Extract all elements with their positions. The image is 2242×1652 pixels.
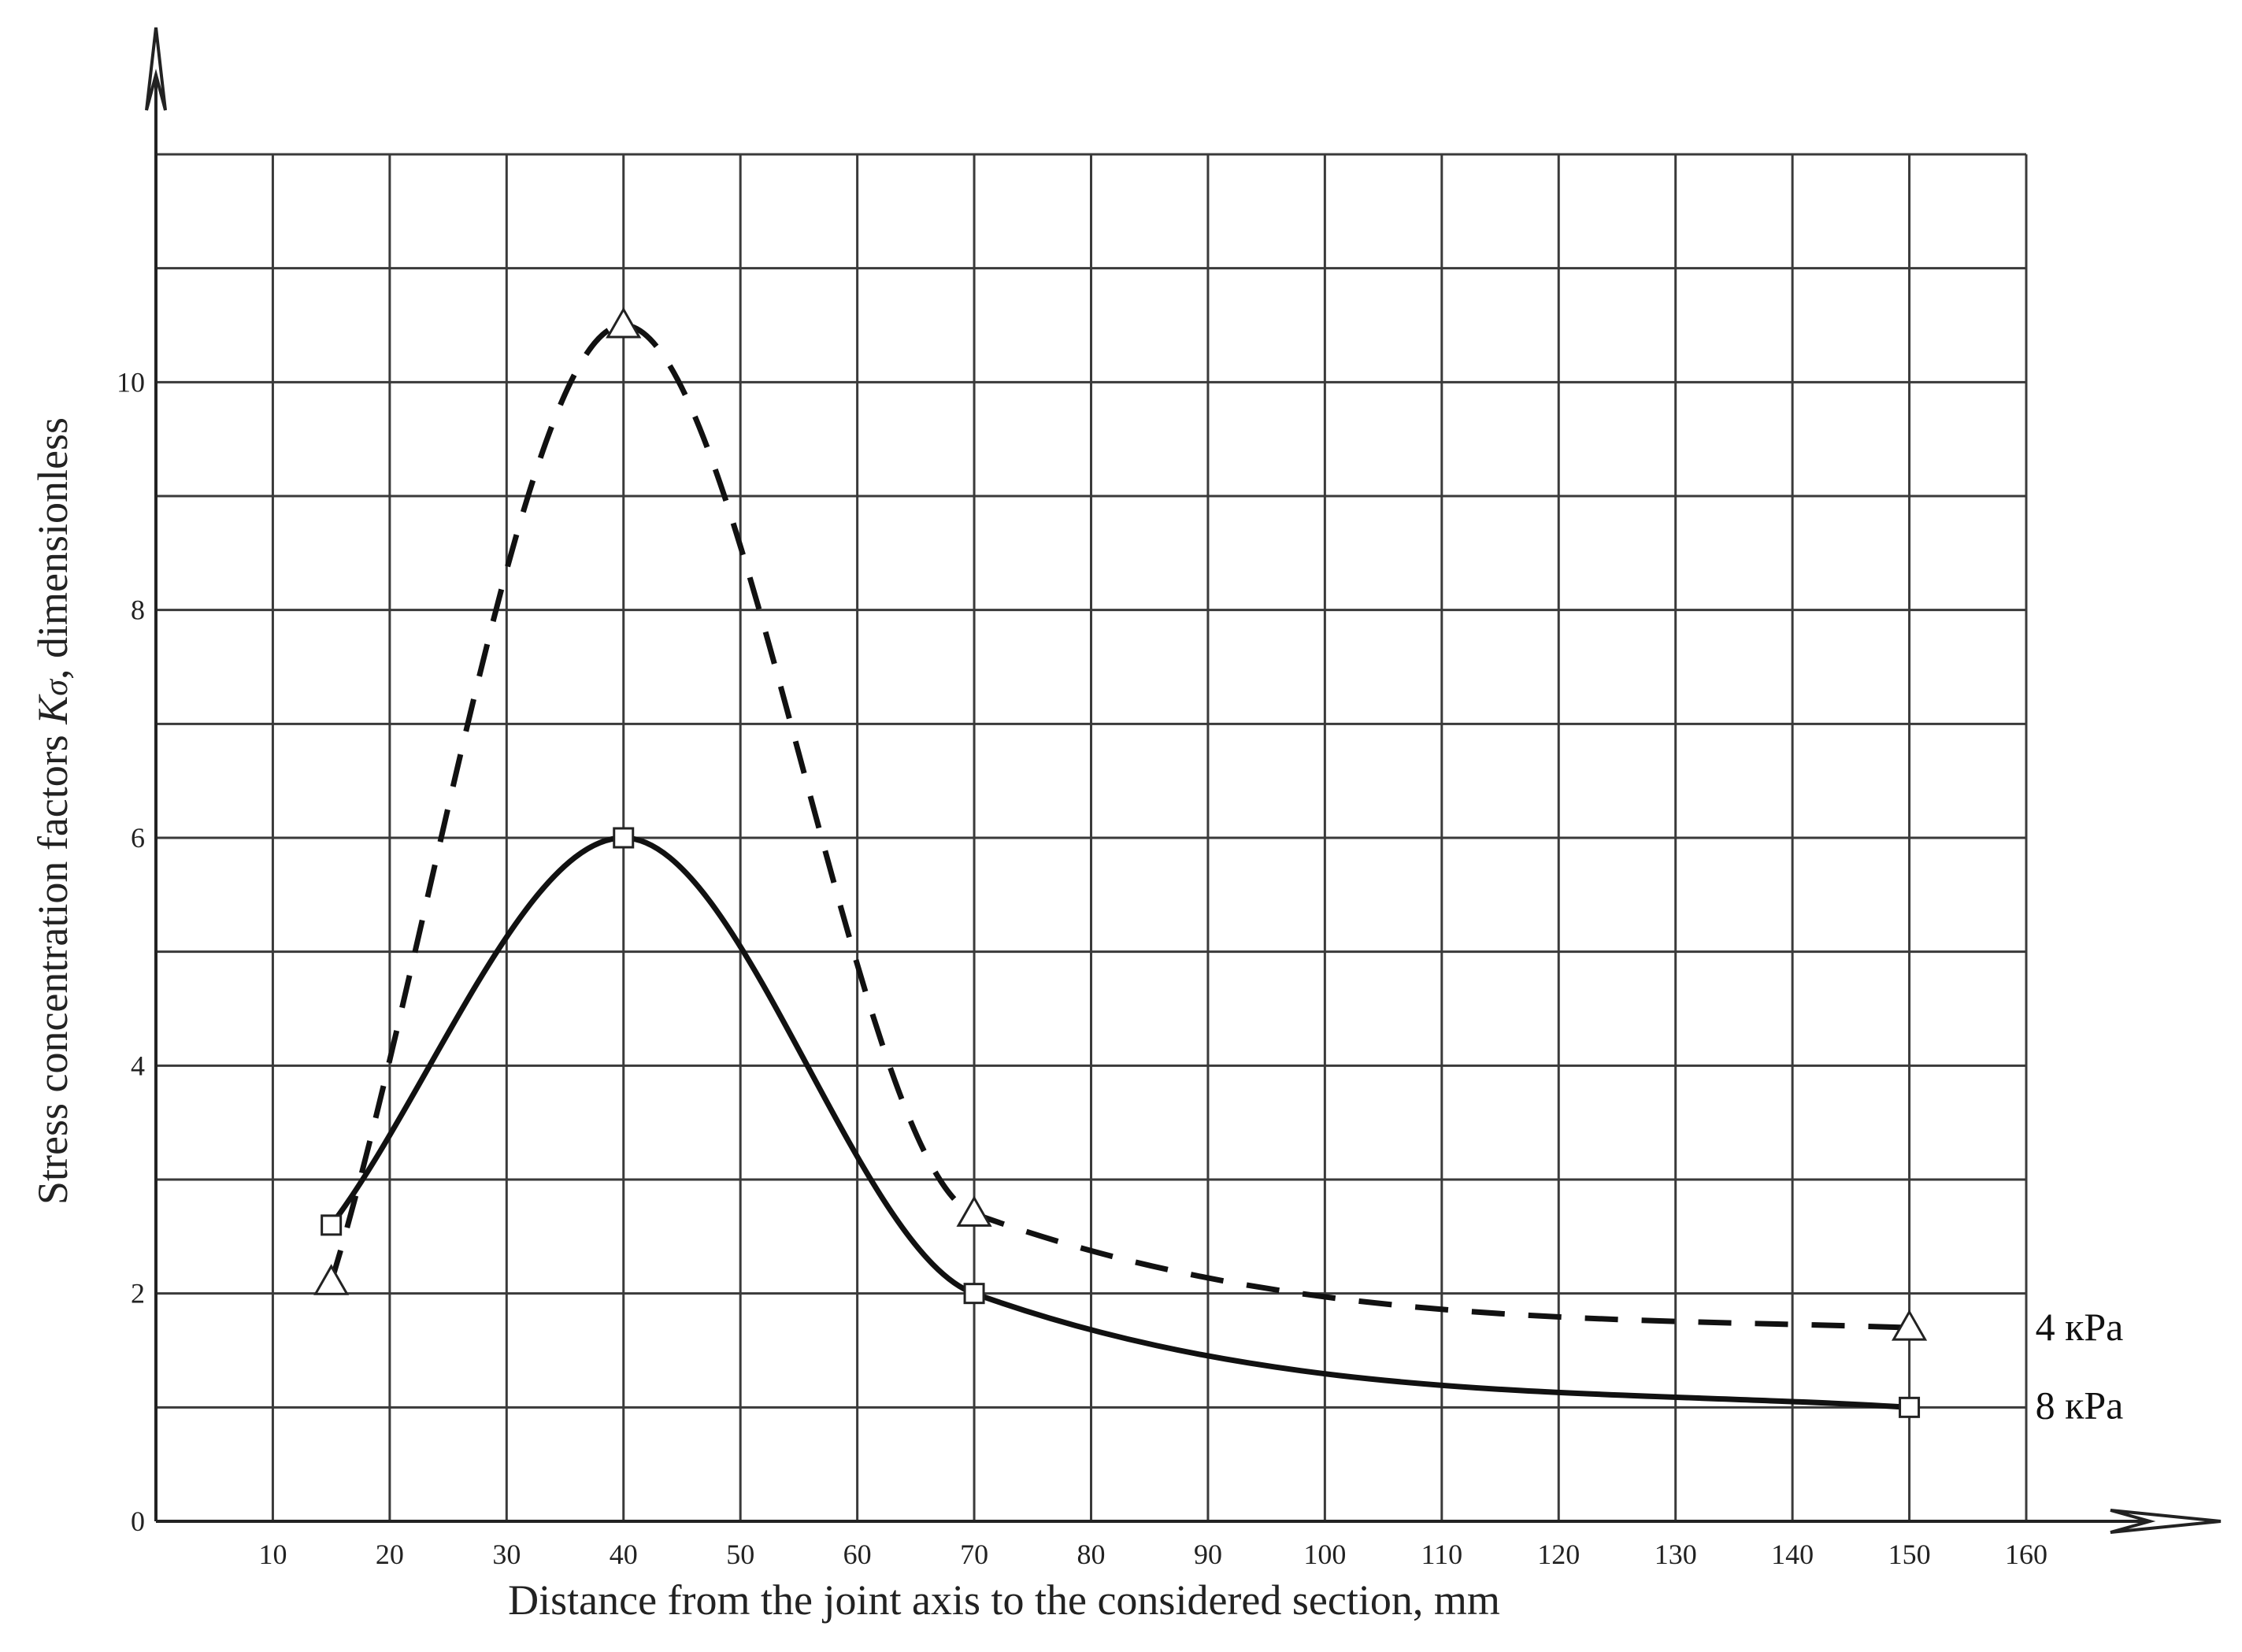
x-tick-label: 40 — [610, 1539, 638, 1570]
series-1-point — [956, 1195, 992, 1227]
y-tick-label: 4 — [131, 1050, 145, 1081]
x-tick-label: 80 — [1077, 1539, 1106, 1570]
x-tick-label: 90 — [1194, 1539, 1222, 1570]
axes — [145, 27, 2222, 1534]
y-axis-title: Stress concentration factors Kσ, dimensi… — [29, 417, 76, 1205]
y-axis-arrowhead — [145, 27, 167, 111]
x-tick-label: 10 — [258, 1539, 287, 1570]
series-2-label: 8 кPa — [2036, 1383, 2124, 1427]
series-1-point — [606, 306, 642, 339]
series-1-point — [1891, 1309, 1928, 1341]
series-labels: 4 кPa 8 кPa — [2036, 1305, 2124, 1427]
series-2-point — [963, 1283, 985, 1305]
y-axis-title-subscript: σ — [39, 678, 75, 696]
y-tick-label: 6 — [131, 822, 145, 854]
x-axis-arrowhead — [2110, 1509, 2222, 1534]
x-tick-label: 140 — [1771, 1539, 1814, 1570]
y-tick-label: 0 — [131, 1506, 145, 1537]
y-axis-title-prefix: Stress concentration factors — [29, 724, 76, 1205]
series-group — [313, 306, 1928, 1418]
x-tick-label: 150 — [1888, 1539, 1931, 1570]
x-tick-label: 100 — [1303, 1539, 1346, 1570]
grid — [154, 153, 2028, 1523]
x-tick-label: 50 — [726, 1539, 754, 1570]
series-2-point — [321, 1214, 343, 1236]
x-tick-label: 30 — [492, 1539, 521, 1570]
y-tick-label: 2 — [131, 1278, 145, 1309]
x-tick-label: 20 — [376, 1539, 404, 1570]
x-tick-label: 70 — [960, 1539, 988, 1570]
series-2-point — [613, 827, 635, 849]
series-2-point — [1899, 1396, 1921, 1418]
y-tick-label: 8 — [131, 594, 145, 626]
y-axis-title-symbol: K — [29, 694, 76, 725]
x-tick-label: 110 — [1421, 1539, 1462, 1570]
x-tick-label: 160 — [2005, 1539, 2047, 1570]
x-tick-label: 130 — [1655, 1539, 1697, 1570]
y-axis-title-suffix: , dimensionless — [29, 417, 76, 680]
series-1-label: 4 кPa — [2036, 1305, 2124, 1349]
tick-labels: 10 20 30 40 50 60 70 80 90 100 110 120 130 140 150 160 0… — [117, 366, 2047, 1570]
x-tick-label: 60 — [843, 1539, 872, 1570]
x-tick-label: 120 — [1537, 1539, 1580, 1570]
x-axis-title: Distance from the joint axis to the cons… — [508, 1576, 1500, 1624]
series-1-line — [328, 322, 1910, 1331]
y-tick-label: 10 — [117, 366, 145, 398]
series-1-point — [313, 1264, 350, 1295]
series-2-line — [328, 835, 1910, 1410]
